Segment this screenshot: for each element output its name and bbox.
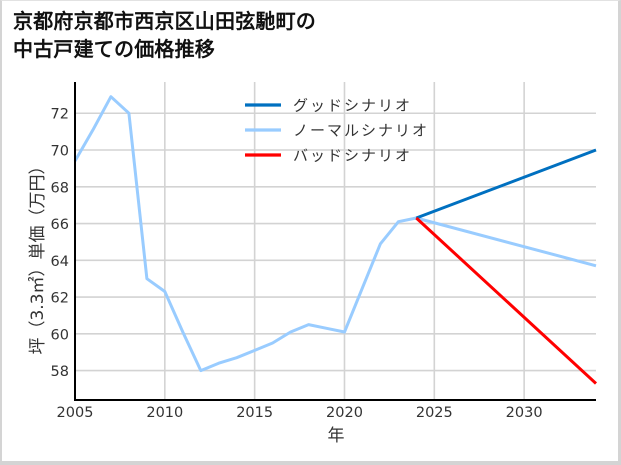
series-line-1 [73,95,597,373]
y-tick-label: 68 [51,180,69,196]
x-tick-label: 2020 [326,405,363,421]
x-tick-label: 2005 [57,405,94,421]
y-tick-label: 58 [51,364,69,380]
x-tick-label: 2015 [236,405,273,421]
x-tick-label: 2010 [146,405,183,421]
axes [74,82,596,401]
chart-title-line-1: 京都府京都市西京区山田弦馳町の [13,9,316,33]
y-tick-label: 72 [51,107,69,123]
chart-title-line-2: 中古戸建ての価格推移 [13,37,215,61]
x-tick-label: 2025 [416,405,453,421]
legend-label: バッドシナリオ [293,147,412,165]
y-tick-label: 62 [51,291,69,307]
series-lines [73,95,598,385]
x-tick-labels: 2005 2010 2015 2020 2025 2030 [57,405,543,421]
legend-label: ノーマルシナリオ [293,122,429,140]
y-tick-labels: 58 60 62 64 66 68 70 72 [51,107,69,380]
y-tick-label: 60 [51,327,69,343]
series-line-2 [415,216,598,385]
chart-title: 京都府京都市西京区山田弦馳町の 中古戸建ての価格推移 [13,7,316,63]
legend-label: グッドシナリオ [293,97,412,115]
y-tick-label: 66 [51,217,69,233]
series-line-0 [415,148,597,220]
x-axis-label: 年 [328,426,345,446]
y-tick-label: 70 [51,144,69,160]
y-axis-label: 坪（3.3㎡）単価（万円） [28,157,48,354]
x-tick-label: 2030 [506,405,543,421]
y-tick-label: 64 [51,254,69,270]
